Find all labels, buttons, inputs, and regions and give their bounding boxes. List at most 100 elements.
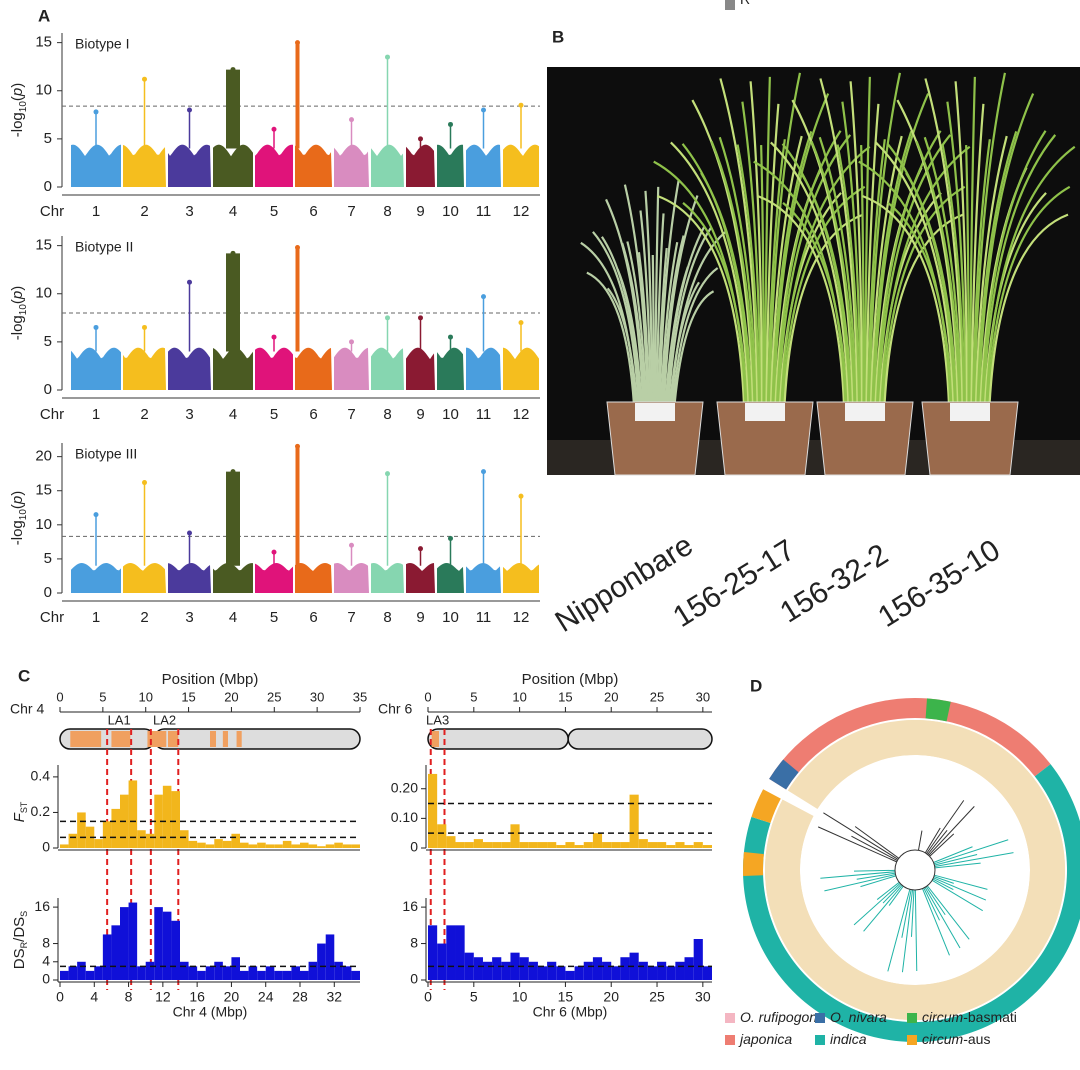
fst-bar bbox=[428, 773, 438, 848]
ds-bar bbox=[602, 961, 612, 980]
peak-point bbox=[93, 512, 99, 518]
snp-band bbox=[213, 563, 253, 593]
ds-bar bbox=[94, 966, 103, 980]
leaf bbox=[770, 141, 850, 406]
ds-bar bbox=[565, 970, 575, 980]
leaf bbox=[781, 185, 866, 406]
peak-point bbox=[93, 324, 99, 330]
plot-title: Biotype II bbox=[75, 239, 133, 255]
fst-bar bbox=[556, 845, 566, 848]
fst-bar bbox=[675, 842, 685, 848]
ring-segment bbox=[769, 697, 1051, 790]
fst-bar bbox=[638, 839, 648, 848]
leaf bbox=[651, 254, 655, 406]
chr-label: 9 bbox=[416, 406, 424, 423]
leaf bbox=[605, 198, 645, 406]
chr-label: 9 bbox=[416, 203, 424, 220]
fst-bar bbox=[693, 842, 703, 848]
legend-part: circum bbox=[922, 1031, 964, 1047]
fst-bar bbox=[666, 845, 676, 848]
bottom-tick-label: 8 bbox=[125, 989, 133, 1005]
panel-label: A bbox=[38, 6, 50, 25]
leaf bbox=[691, 99, 755, 406]
bottom-tick-label: 10 bbox=[512, 989, 528, 1005]
chr-label: 5 bbox=[270, 203, 278, 220]
chr-label: 7 bbox=[347, 203, 355, 220]
ds-bar bbox=[222, 966, 232, 980]
y-label-part: -log bbox=[9, 315, 26, 340]
peak-point bbox=[481, 107, 486, 113]
y-label-part: -log bbox=[9, 112, 26, 137]
leaf bbox=[644, 190, 654, 406]
tree-branch bbox=[824, 874, 896, 892]
leaf bbox=[866, 139, 886, 406]
bottom-tick-label: 32 bbox=[326, 989, 342, 1005]
snp-band bbox=[334, 347, 369, 390]
leaf bbox=[771, 131, 813, 406]
fst-bar bbox=[482, 842, 493, 848]
leaf bbox=[868, 72, 902, 406]
ds-bar bbox=[675, 961, 685, 980]
ds-bar bbox=[666, 966, 676, 980]
fst-bar bbox=[248, 844, 258, 848]
leaf bbox=[637, 252, 651, 406]
fst-bar bbox=[455, 842, 465, 848]
leaf bbox=[670, 141, 750, 406]
ds-bar bbox=[684, 957, 694, 980]
legend-label: O. nivara bbox=[830, 1009, 887, 1025]
panel-label: B bbox=[552, 27, 564, 46]
label-part: S bbox=[19, 911, 29, 917]
ds-bar bbox=[510, 952, 520, 980]
fst-bar bbox=[128, 780, 138, 848]
introgression-block bbox=[236, 731, 242, 747]
leaf bbox=[763, 76, 771, 406]
peak-point bbox=[295, 40, 300, 46]
ds-bar bbox=[446, 925, 456, 980]
leaf bbox=[621, 242, 646, 406]
leaf bbox=[639, 210, 652, 406]
ds-bar bbox=[60, 970, 69, 980]
leaf bbox=[946, 101, 967, 406]
peak-point bbox=[385, 315, 390, 321]
plot-title: Biotype III bbox=[75, 446, 137, 462]
peak-point bbox=[142, 480, 147, 486]
chr-label: 10 bbox=[442, 609, 459, 626]
peak-point bbox=[230, 67, 236, 73]
ds-bar bbox=[647, 966, 658, 980]
ring-segment bbox=[769, 759, 799, 790]
ds-bar bbox=[180, 961, 189, 980]
locus-label: LA2 bbox=[153, 712, 176, 727]
legend-swatch bbox=[725, 1035, 735, 1045]
ring-segment bbox=[743, 764, 1080, 1042]
snp-band bbox=[255, 563, 293, 593]
tree-branch bbox=[924, 827, 941, 854]
legend-part: circum bbox=[922, 1009, 964, 1025]
chr-label: 9 bbox=[416, 609, 424, 626]
ds-bar bbox=[102, 934, 112, 980]
chr-label: 12 bbox=[513, 609, 530, 626]
leaf bbox=[736, 144, 761, 406]
snp-band bbox=[466, 563, 501, 593]
tree-branch bbox=[926, 800, 965, 854]
fst-bar bbox=[291, 844, 300, 848]
leaf bbox=[760, 145, 765, 406]
bottom-tick-label: 5 bbox=[470, 989, 478, 1005]
fst-bar bbox=[162, 785, 172, 848]
legend-label: circum-aus bbox=[922, 1031, 990, 1047]
chr-label: 8 bbox=[383, 609, 391, 626]
bottom-tick-label: 28 bbox=[292, 989, 308, 1005]
peak-point bbox=[142, 76, 147, 82]
fst-bar bbox=[60, 844, 69, 848]
top-tick-label: 0 bbox=[424, 689, 431, 704]
tree-branch bbox=[853, 883, 901, 926]
y-axis-label: -log10(p) bbox=[9, 83, 29, 137]
y-label-part: 10 bbox=[18, 101, 29, 113]
fst-bar bbox=[702, 845, 712, 848]
tree-branch bbox=[882, 884, 902, 904]
leaf bbox=[883, 213, 964, 406]
ds-tick-label: 4 bbox=[42, 952, 50, 968]
introgression-block bbox=[222, 731, 228, 747]
pot bbox=[921, 401, 1019, 476]
fst-bar bbox=[547, 842, 557, 848]
peak-point bbox=[418, 546, 423, 552]
